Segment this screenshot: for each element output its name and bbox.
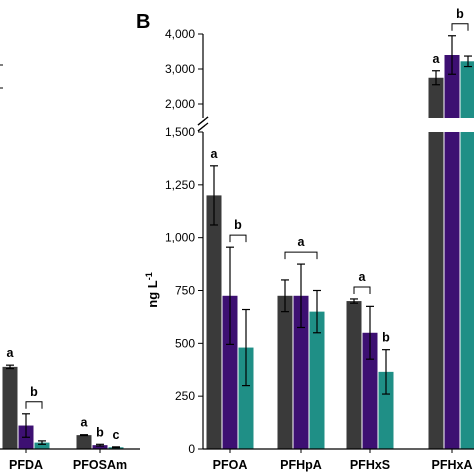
bar-pfosam-s1 bbox=[92, 445, 108, 449]
significance-letter: a bbox=[81, 416, 89, 430]
bar-pfhpa-s1 bbox=[293, 295, 309, 449]
category-label-pfhpa: PFHpA bbox=[280, 458, 322, 472]
significance-letter: c bbox=[113, 428, 120, 442]
significance-letter: b bbox=[234, 218, 242, 232]
y-tick-label: 1,500 bbox=[165, 125, 195, 139]
bar-pfoa-s0 bbox=[206, 195, 222, 449]
category-label-pfoa: PFOA bbox=[213, 458, 248, 472]
bar-pfda-s2 bbox=[34, 442, 50, 449]
bar-pfhxa-s2 bbox=[460, 61, 474, 450]
bar-pfhxa-s1 bbox=[444, 55, 460, 449]
category-label-pfosam: PFOSAm bbox=[73, 458, 127, 472]
significance-letter: a bbox=[298, 235, 306, 249]
y-tick-label: 4,000 bbox=[165, 27, 195, 41]
y-axis-label-text: ng L bbox=[145, 280, 160, 307]
category-label-pfhxs: PFHxS bbox=[350, 458, 390, 472]
axis-break-mark bbox=[197, 122, 209, 132]
significance-letter: b bbox=[382, 331, 390, 345]
significance-letter: a bbox=[359, 270, 367, 284]
bar-pfoa-s2 bbox=[238, 347, 254, 449]
y-axis-label-superscript: -1 bbox=[144, 272, 154, 280]
significance-letter: a bbox=[211, 147, 219, 161]
significance-letter: b bbox=[30, 385, 38, 399]
y-tick-label: 1,000 bbox=[165, 231, 195, 245]
axis-break-mark bbox=[197, 116, 209, 126]
y-axis-label: ng L-1 bbox=[144, 272, 160, 307]
significance-bracket bbox=[353, 286, 371, 294]
y-tick-label: 250 bbox=[175, 389, 195, 403]
y-tick-label: 3,000 bbox=[165, 62, 195, 76]
bar-pfoa-s1 bbox=[222, 295, 238, 449]
significance-letter: a bbox=[433, 52, 441, 66]
category-label-pfda: PFDA bbox=[9, 458, 43, 472]
significance-letter: a bbox=[7, 346, 15, 360]
bar-pfosam-s0 bbox=[76, 435, 92, 449]
bar-pfda-s0 bbox=[2, 366, 18, 449]
significance-letter: b bbox=[456, 7, 464, 21]
significance-bracket bbox=[25, 401, 43, 409]
bar-pfhxs-s2 bbox=[378, 371, 394, 449]
bar-pfhxa-s0 bbox=[428, 77, 444, 449]
bar-pfhpa-s0 bbox=[277, 295, 293, 449]
y-tick-label: 0 bbox=[188, 442, 195, 456]
category-label-pfhxa: PFHxA bbox=[432, 458, 473, 472]
y-tick-label: 2,000 bbox=[165, 97, 195, 111]
significance-letter: b bbox=[96, 425, 104, 439]
significance-bracket bbox=[284, 251, 318, 260]
bar-pfhxs-s0 bbox=[346, 301, 362, 449]
significance-bracket bbox=[229, 234, 247, 243]
y-tick-label: 1,250 bbox=[165, 178, 195, 192]
significance-bracket bbox=[451, 23, 469, 31]
bar-pfhpa-s2 bbox=[309, 311, 325, 449]
panel-label: B bbox=[136, 11, 150, 33]
y-tick-label: 500 bbox=[175, 336, 195, 350]
y-tick-label: 750 bbox=[175, 284, 195, 298]
axis-break-gap bbox=[205, 118, 474, 132]
bar-pfhxs-s1 bbox=[362, 332, 378, 449]
